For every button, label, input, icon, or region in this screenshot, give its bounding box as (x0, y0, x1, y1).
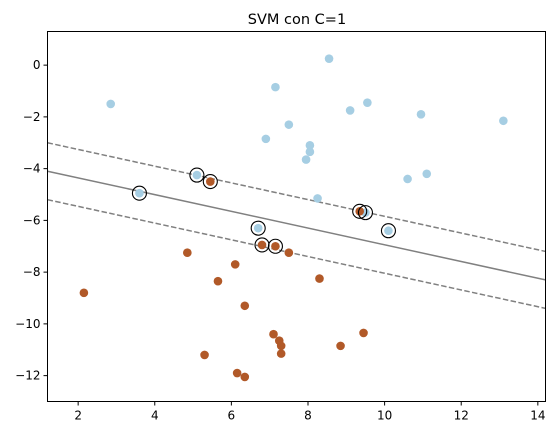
data-point (269, 329, 278, 339)
support-vector-ring (250, 220, 266, 236)
data-point (313, 194, 322, 203)
data-point (499, 116, 508, 126)
decision-lines (47, 142, 546, 310)
support-vector-ring (357, 205, 374, 221)
data-point (200, 350, 209, 360)
data-point (135, 188, 144, 198)
y-tick-label: −6 (23, 213, 41, 227)
margin-upper-line (47, 142, 546, 253)
data-point (240, 301, 250, 311)
support-vector-ring (352, 203, 368, 219)
y-tick-label: −8 (23, 265, 41, 279)
data-point (359, 328, 368, 338)
support-vectors (131, 167, 396, 254)
data-point (257, 240, 267, 250)
y-tick-label: −4 (23, 162, 41, 176)
y-axis-ticks: 0 −2 −4 −6 −8 −10 −12 (15, 58, 48, 383)
x-tick-label: 14 (530, 409, 545, 423)
data-point (363, 98, 372, 107)
plot-area (47, 31, 546, 402)
data-point (240, 372, 250, 382)
support-vector-ring (267, 238, 283, 254)
data-point (315, 274, 324, 283)
x-tick-label: 4 (151, 409, 159, 423)
x-axis-ticks: 2 4 6 8 10 12 14 (74, 401, 545, 423)
x-tick-label: 2 (74, 409, 82, 423)
data-point (305, 141, 315, 150)
data-point (106, 99, 116, 109)
data-point (301, 155, 311, 164)
data-point (422, 169, 432, 179)
y-tick-label: −2 (23, 110, 41, 124)
data-point (271, 82, 280, 92)
data-point (416, 109, 426, 119)
y-tick-label: −10 (15, 317, 40, 331)
data-point (284, 120, 294, 129)
data-points (79, 54, 508, 382)
support-vector-ring (131, 185, 147, 201)
data-point (79, 288, 89, 298)
data-point (345, 106, 355, 115)
data-point (261, 134, 271, 144)
data-point (324, 54, 334, 63)
data-point (276, 341, 286, 351)
data-point (206, 177, 215, 186)
support-vector-ring (202, 174, 218, 190)
data-point (230, 260, 240, 269)
data-point (213, 276, 223, 286)
y-tick-label: −12 (15, 369, 40, 383)
chart-title: SVM con C=1 (248, 12, 346, 28)
x-tick-label: 6 (228, 409, 236, 423)
data-point (305, 147, 315, 157)
data-point (355, 207, 365, 216)
data-point (276, 349, 286, 358)
data-point (384, 226, 393, 236)
x-tick-label: 12 (454, 409, 469, 423)
support-vector-ring (380, 223, 396, 239)
x-tick-label: 10 (377, 409, 392, 423)
data-point (403, 174, 412, 184)
margin-lower-line (47, 198, 546, 310)
y-tick-label: 0 (33, 58, 41, 72)
data-point (336, 341, 345, 351)
data-point (232, 368, 242, 378)
data-point (183, 248, 192, 258)
boundary-line (47, 170, 546, 281)
data-point (271, 241, 280, 251)
data-point (284, 248, 294, 258)
support-vector-ring (189, 167, 205, 183)
data-point (192, 170, 202, 180)
data-point (253, 223, 263, 233)
x-tick-label: 8 (304, 409, 312, 423)
